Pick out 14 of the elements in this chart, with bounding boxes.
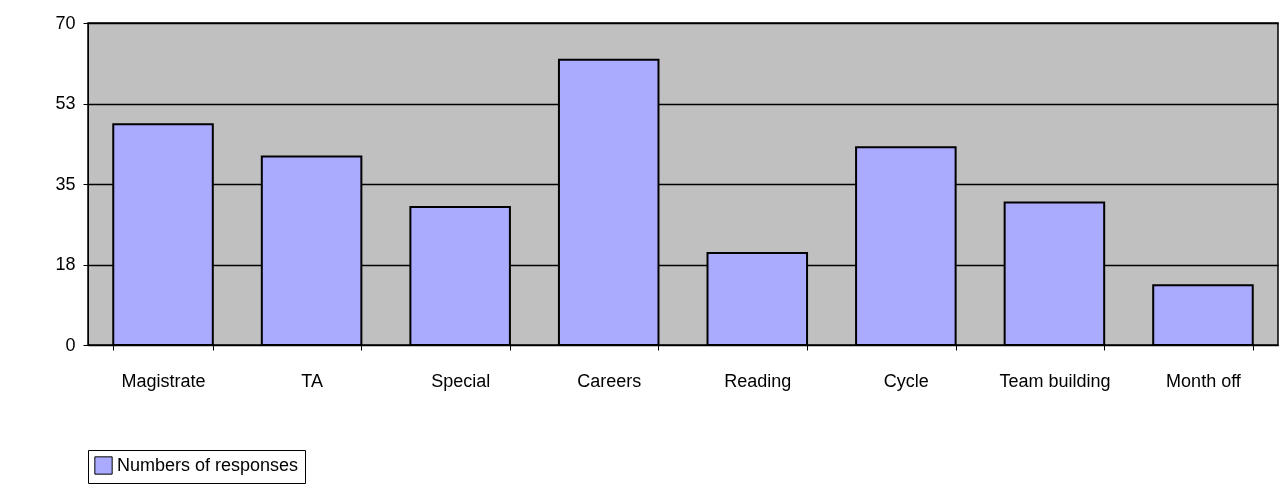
y-tick-label: 70 [55, 12, 76, 33]
x-tick-label: Month off [1166, 370, 1242, 391]
x-tick-label: Magistrate [121, 370, 206, 391]
x-tick-label: Special [431, 370, 491, 391]
y-tick-label: 53 [55, 93, 76, 113]
y-tick-label: 18 [55, 254, 76, 274]
x-tick-label: Careers [577, 370, 642, 391]
y-tick-label: 0 [65, 334, 76, 355]
legend-label: Numbers of responses [117, 454, 299, 475]
x-tick-label: TA [301, 370, 323, 391]
y-tick-label: 35 [55, 173, 76, 194]
x-tick-label: Reading [724, 370, 792, 391]
x-tick-label: Cycle [883, 370, 929, 391]
x-tick-label: Team building [999, 370, 1111, 391]
